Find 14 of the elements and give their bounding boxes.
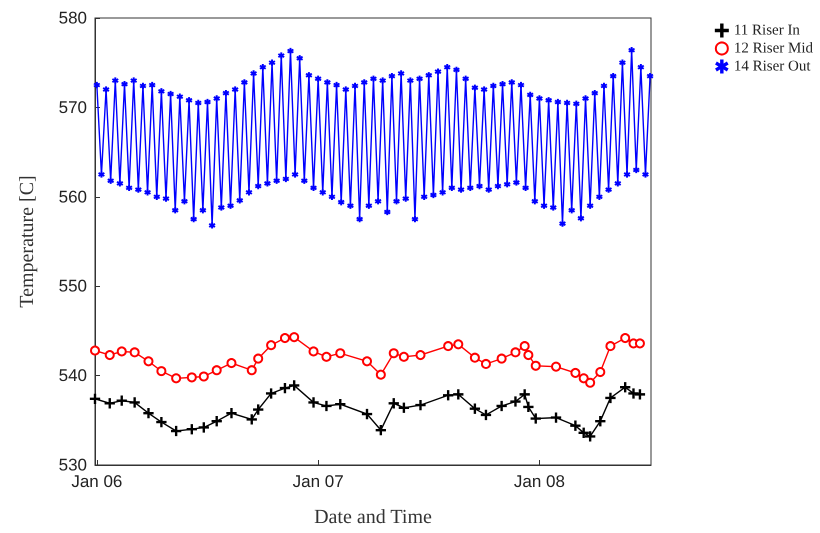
legend-label: 11 Riser In [734, 22, 800, 38]
y-tick-label: 570 [58, 98, 87, 117]
legend-label: 14 Riser Out [734, 58, 812, 74]
y-tick-label: 550 [58, 276, 87, 296]
y-tick-label: 560 [58, 187, 87, 206]
x-tick-label: Jan 08 [514, 472, 565, 491]
x-tick-label: Jan 07 [292, 472, 344, 491]
x-tick-label: Jan 06 [71, 472, 122, 491]
y-tick-label: 540 [58, 366, 87, 386]
y-axis-title: Temperature [C] [16, 175, 38, 308]
x-axis-title: Date and Time [314, 506, 432, 528]
y-tick-label: 530 [58, 456, 87, 474]
y-tick-label: 580 [58, 8, 87, 28]
legend-label: 12 Riser Mid [734, 40, 814, 56]
